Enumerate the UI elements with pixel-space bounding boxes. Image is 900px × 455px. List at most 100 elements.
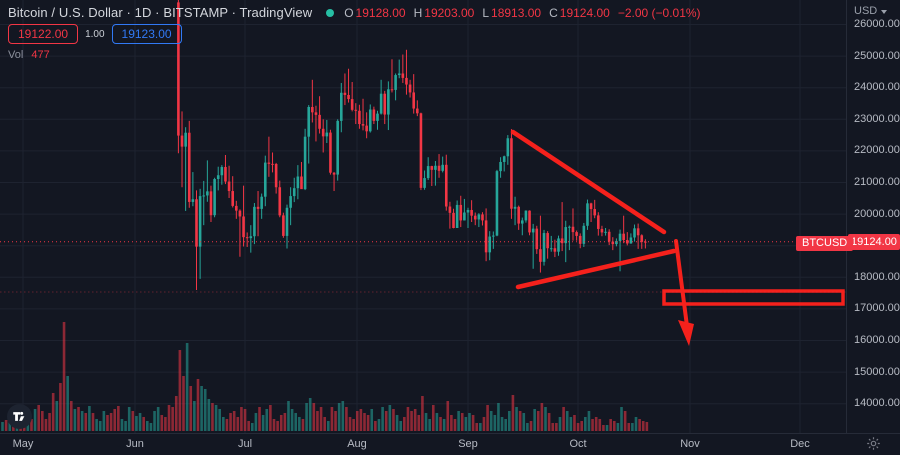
volume-bar	[312, 403, 316, 431]
candle-body	[589, 203, 593, 210]
volume-bar	[102, 411, 106, 431]
arrow-shaft	[674, 239, 689, 328]
volume-bar	[355, 411, 359, 431]
volume-bar	[4, 420, 8, 431]
time-axis[interactable]: May Jun Jul Aug Sep Oct Nov Dec	[0, 433, 900, 455]
time-axis-label: Dec	[790, 438, 810, 450]
currency-unit-dropdown[interactable]: USD	[854, 5, 888, 17]
candle-body	[564, 227, 568, 244]
volume-bar	[330, 407, 334, 431]
volume-bar	[403, 417, 406, 431]
candle-body	[513, 206, 517, 209]
candle-body	[582, 225, 586, 244]
volume-bar	[399, 421, 402, 431]
candle-body	[394, 75, 397, 90]
candle-body	[557, 238, 560, 252]
price-axis-label: 25000.00	[854, 49, 900, 62]
candle-body	[191, 199, 195, 202]
candle-body	[340, 92, 343, 121]
volume-bar	[442, 419, 446, 431]
candle-body	[535, 228, 539, 250]
grid-layer	[0, 0, 846, 433]
volume-bar	[287, 401, 290, 431]
time-axis-label: Jul	[237, 438, 253, 450]
volume-bar	[59, 383, 62, 431]
candle-body	[524, 210, 528, 221]
candle-body	[549, 248, 553, 250]
candle-body	[198, 196, 202, 247]
candle-body	[419, 113, 423, 188]
price-axis[interactable]: USD 19124.00 26000.00 25000.00 24000.00 230…	[846, 0, 900, 433]
candle-body	[640, 235, 644, 242]
candle-body	[278, 187, 282, 216]
candle-body	[311, 106, 314, 113]
volume-bar	[308, 398, 312, 431]
candle-body	[332, 172, 336, 175]
volume-bar	[435, 413, 439, 431]
candle-body	[499, 161, 502, 172]
candle-body	[292, 188, 296, 197]
candle-body	[376, 113, 379, 121]
candle-body	[260, 196, 263, 209]
candle-body	[300, 176, 303, 190]
volume-bar	[305, 403, 308, 431]
time-axis-label: Sep	[458, 438, 478, 450]
volume-bar	[316, 411, 319, 431]
candle-body	[441, 164, 444, 171]
candle-body	[321, 128, 325, 137]
volume-bar	[298, 417, 301, 431]
market-status-icon	[326, 8, 335, 17]
volume-bar	[120, 419, 124, 431]
price-axis-label: 15000.00	[854, 365, 900, 378]
volume-bar	[207, 399, 211, 431]
candle-body	[629, 237, 633, 244]
volume-bar	[638, 419, 641, 431]
candle-body	[586, 203, 589, 226]
buy-button[interactable]: 19123.00	[111, 24, 182, 44]
price-axis-label: 21000.00	[854, 176, 900, 188]
volume-bar	[486, 405, 489, 431]
candle-body	[470, 209, 473, 216]
candle-body	[448, 206, 452, 213]
symbol-title[interactable]: Bitcoin / U.S. Dollar · 1D · BITSTAMP · …	[8, 5, 313, 20]
time-axis-label: Jun	[126, 438, 144, 450]
volume-bar	[612, 421, 616, 431]
volume-bar	[616, 423, 620, 431]
sell-button[interactable]: 19122.00	[8, 24, 79, 44]
volume-bar	[236, 417, 240, 431]
tradingview-logo[interactable]	[7, 404, 32, 429]
candle-body	[343, 92, 347, 95]
volume-bar	[565, 411, 569, 431]
candle-body	[477, 214, 481, 220]
time-axis-label: Oct	[569, 438, 587, 450]
volume-bar	[551, 423, 555, 431]
candle-body	[615, 240, 618, 245]
volume-bar	[359, 409, 363, 431]
volume-bar	[327, 421, 330, 431]
volume-bar	[167, 405, 171, 431]
volume-bar	[272, 419, 276, 431]
volume-bar	[48, 413, 51, 431]
volume-bar	[580, 421, 583, 431]
candle-body	[202, 195, 206, 197]
candle-body	[578, 235, 582, 244]
volume-bar	[421, 396, 424, 431]
volume-bar	[645, 422, 649, 431]
price-axis-label: 24000.00	[854, 81, 900, 94]
settings-gear-icon[interactable]	[866, 436, 881, 451]
low-label: L	[482, 5, 490, 20]
volume-bar	[203, 389, 207, 431]
candle-body	[401, 73, 405, 78]
volume-bar	[106, 415, 109, 431]
volume-bar	[431, 405, 435, 431]
candle-body	[604, 231, 607, 233]
candle-body	[397, 73, 401, 76]
volume-bar	[146, 421, 149, 431]
price-axis-label: 22000.00	[854, 144, 900, 157]
candle-body	[390, 89, 394, 91]
volume-bar	[98, 421, 102, 431]
volume-bar	[156, 407, 160, 431]
candle-body	[408, 84, 412, 93]
candle-body	[539, 249, 542, 262]
